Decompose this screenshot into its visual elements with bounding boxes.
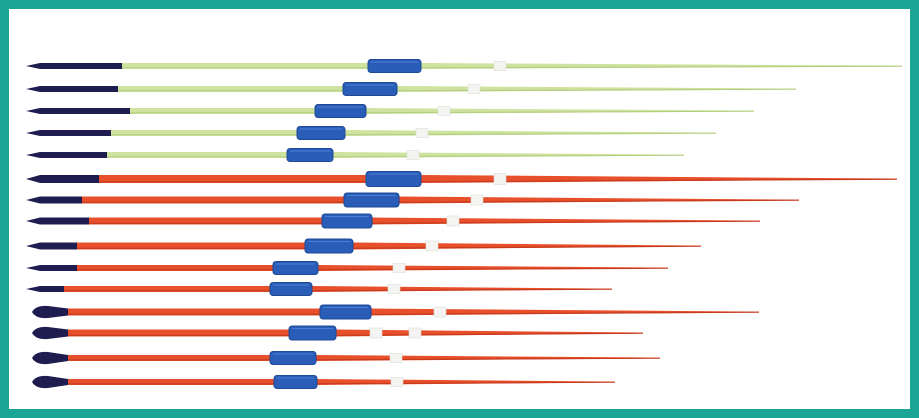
javelin-grip [269, 282, 313, 296]
javelin-tail-tip [26, 152, 107, 158]
javelin-grip [321, 213, 373, 229]
javelin-band [406, 150, 420, 160]
javelin [26, 171, 898, 187]
javelin-tail-tip [26, 63, 122, 69]
javelin [26, 238, 702, 254]
javelin-band [493, 173, 507, 185]
javelin-band [470, 194, 484, 206]
javelin-photo [18, 18, 919, 418]
javelin-grip [273, 375, 318, 389]
javelin-grip [272, 261, 319, 275]
javelin-band [369, 327, 383, 339]
javelin-band [387, 284, 401, 294]
javelin-band [390, 377, 404, 387]
javelin-set-image [26, 59, 903, 389]
javelin [32, 325, 644, 341]
javelin-tail-tip [26, 86, 118, 92]
javelin-grip [286, 148, 334, 162]
javelin-grip [314, 104, 367, 118]
javelin-tail-tip [26, 242, 77, 250]
javelin-band [425, 240, 439, 252]
javelin [26, 59, 903, 73]
javelin-grip [342, 82, 398, 96]
javelin-grip [288, 325, 337, 341]
javelin [32, 351, 661, 365]
javelin [26, 82, 797, 96]
javelin-grip [319, 304, 372, 320]
javelin-grip [296, 126, 346, 140]
javelin-tail-tip [26, 286, 64, 292]
javelin-grip [304, 238, 354, 254]
javelin-grip [365, 171, 422, 187]
javelin [32, 304, 760, 320]
javelin-band [415, 128, 429, 138]
javelin-tail-tip [32, 375, 68, 389]
javelin-band [493, 61, 507, 71]
javelin-grip [343, 192, 400, 208]
javelin-band [467, 84, 481, 94]
javelin [26, 126, 717, 140]
javelin-tail-tip [26, 175, 99, 183]
javelin-tail-tip [26, 265, 77, 271]
javelin [26, 261, 669, 275]
javelin-band [392, 263, 406, 273]
javelin [26, 104, 755, 118]
javelin-band [433, 306, 447, 318]
javelin [26, 213, 761, 229]
javelin-tail-tip [32, 305, 68, 319]
javelin-band [446, 215, 460, 227]
javelin-tail-tip [32, 326, 68, 340]
javelin-tail-tip [32, 351, 68, 365]
javelin-band [408, 327, 422, 339]
javelin-grip [367, 59, 422, 73]
javelin [26, 148, 685, 162]
javelin-tail-tip [26, 108, 130, 114]
javelin [26, 192, 800, 208]
javelin-tail-tip [26, 217, 89, 225]
javelin-tail-tip [26, 130, 111, 136]
javelin-band [389, 353, 403, 363]
javelin-band [437, 106, 451, 116]
javelin-grip [269, 351, 317, 365]
javelin [32, 375, 616, 389]
javelin-tail-tip [26, 196, 82, 204]
javelin [26, 282, 613, 296]
